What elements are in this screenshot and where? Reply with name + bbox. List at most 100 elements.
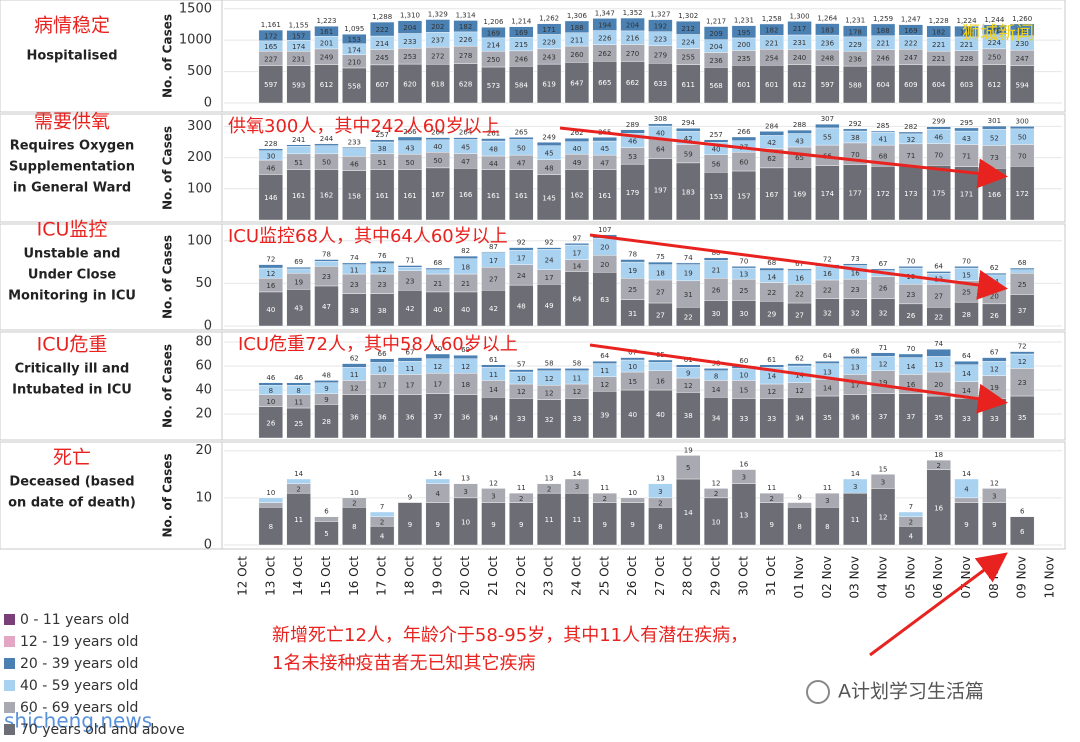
segment-label: 601 (765, 81, 778, 89)
segment-label: 22 (823, 286, 832, 294)
segment-label: 197 (654, 186, 667, 194)
segment-label: 182 (765, 27, 778, 35)
segment-label: 247 (1015, 55, 1028, 63)
y-tick-label: 100 (187, 181, 212, 196)
panel-subtitle: in General Ward (13, 181, 131, 196)
bar-segment (342, 34, 367, 45)
segment-label: 2 (547, 485, 551, 493)
segment-label: 16 (656, 377, 665, 385)
total-label: 284 (765, 122, 779, 130)
segment-label: 222 (375, 26, 388, 34)
total-label: 1,310 (400, 12, 420, 20)
segment-label: 27 (489, 276, 498, 284)
bar-segment (509, 369, 534, 373)
x-tick-label: 24 Oct (569, 556, 583, 596)
segment-label: 665 (598, 79, 611, 87)
bar-segment (843, 356, 868, 359)
segment-label: 12 (545, 389, 554, 397)
segment-label: 38 (350, 307, 359, 315)
panel-subtitle: Monitoring in ICU (8, 289, 136, 304)
total-label: 14 (572, 470, 581, 478)
bar-segment (397, 20, 423, 34)
bar-segment (314, 143, 339, 146)
segment-label: 41 (879, 136, 888, 144)
bar-segment (1010, 126, 1035, 130)
segment-label: 3 (992, 493, 996, 501)
segment-label: 204 (709, 43, 723, 51)
total-label: 64 (962, 352, 971, 360)
total-label: 14 (962, 470, 971, 478)
segment-label: 12 (517, 388, 526, 396)
segment-label: 204 (626, 21, 640, 29)
bar-segment (509, 137, 534, 140)
segment-label: 594 (1015, 81, 1029, 89)
segment-label: 12 (461, 363, 470, 371)
segment-label: 612 (988, 81, 1001, 89)
total-label: 1,314 (456, 11, 477, 19)
segment-label: 12 (545, 375, 554, 383)
segment-label: 11 (851, 516, 860, 524)
segment-label: 50 (322, 159, 331, 167)
total-label: 80 (712, 249, 721, 257)
segment-label: 11 (350, 371, 359, 379)
segment-label: 27 (656, 288, 665, 296)
segment-label: 612 (793, 81, 806, 89)
segment-label: 34 (712, 415, 721, 423)
segment-label: 171 (542, 26, 555, 34)
bar-segment (425, 267, 450, 270)
total-label: 48 (322, 371, 331, 379)
segment-label: 16 (851, 269, 860, 277)
segment-label: 40 (656, 129, 665, 137)
total-label: 264 (459, 129, 473, 137)
bar-segment (731, 136, 757, 141)
bar-segment (425, 353, 450, 360)
segment-label: 23 (322, 273, 331, 281)
x-tick-label: 20 Oct (458, 556, 472, 596)
bar-segment (258, 148, 283, 151)
bar-segment (648, 19, 673, 32)
total-label: 1,306 (567, 12, 588, 20)
segment-label: 247 (904, 54, 917, 62)
bar-segment (564, 243, 590, 246)
segment-label: 9 (769, 521, 773, 529)
segment-label: 62 (767, 155, 776, 163)
segment-label: 174 (348, 46, 362, 54)
segment-label: 73 (990, 154, 999, 162)
segment-label: 172 (960, 29, 973, 37)
panel-subtitle: Deceased (based (9, 475, 134, 490)
segment-label: 2 (936, 462, 940, 470)
segment-label: 20 (600, 261, 609, 269)
segment-label: 42 (684, 135, 693, 143)
bar-segment (425, 478, 450, 484)
segment-label: 175 (932, 190, 945, 198)
segment-label: 17 (517, 254, 526, 262)
bar-segment (926, 349, 951, 357)
segment-label: 11 (489, 371, 498, 379)
total-label: 62 (350, 355, 359, 363)
total-label: 78 (628, 251, 637, 259)
segment-label: 231 (292, 55, 305, 63)
segment-label: 43 (406, 144, 415, 152)
segment-label: 17 (406, 382, 415, 390)
bar-segment (759, 267, 784, 271)
total-label: 64 (934, 262, 943, 270)
segment-label: 223 (654, 36, 667, 44)
segment-label: 195 (737, 29, 750, 37)
bar-segment (258, 264, 283, 269)
total-label: 6 (1020, 508, 1025, 516)
bar-segment (954, 361, 979, 366)
x-tick-label: 10 Nov (1043, 556, 1057, 599)
bar-segment (648, 261, 673, 265)
total-label: 292 (849, 120, 862, 128)
bar-segment (954, 127, 979, 132)
bar-segment (481, 27, 506, 39)
panel-frame (0, 0, 1066, 113)
segment-label: 633 (654, 80, 667, 88)
segment-label: 230 (1015, 40, 1028, 48)
bar-segment (564, 368, 590, 371)
segment-label: 40 (433, 306, 442, 314)
segment-label: 2 (519, 495, 523, 503)
segment-label: 179 (626, 189, 639, 197)
bar-segment (676, 364, 701, 368)
